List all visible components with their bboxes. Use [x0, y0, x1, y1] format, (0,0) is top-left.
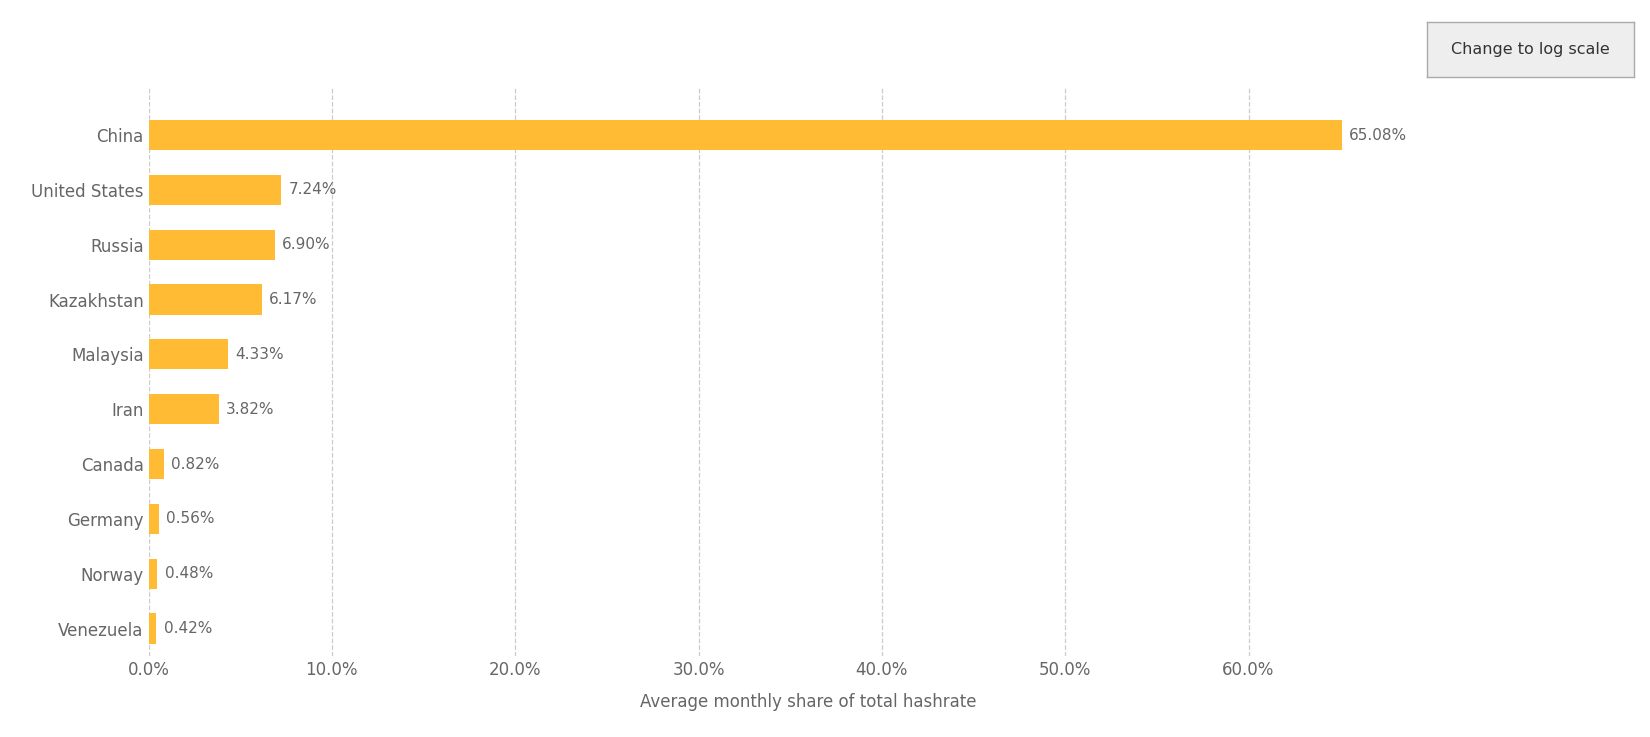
- Text: 65.08%: 65.08%: [1350, 128, 1407, 142]
- Text: 0.82%: 0.82%: [172, 456, 219, 472]
- Bar: [148, 230, 276, 259]
- Bar: [148, 449, 163, 479]
- Bar: [148, 559, 157, 589]
- X-axis label: Average monthly share of total hashrate: Average monthly share of total hashrate: [640, 693, 977, 710]
- Text: 3.82%: 3.82%: [226, 402, 274, 416]
- Text: 0.48%: 0.48%: [165, 566, 213, 581]
- Bar: [148, 504, 158, 534]
- Bar: [148, 394, 218, 425]
- Text: Change to log scale: Change to log scale: [1450, 42, 1610, 57]
- Bar: [148, 613, 157, 643]
- Text: 0.56%: 0.56%: [167, 511, 214, 526]
- Bar: [148, 120, 1341, 150]
- Bar: [148, 284, 262, 315]
- Bar: [148, 175, 280, 205]
- Text: 6.90%: 6.90%: [282, 237, 332, 252]
- Text: 6.17%: 6.17%: [269, 292, 317, 307]
- Bar: [148, 339, 228, 369]
- Text: 7.24%: 7.24%: [289, 182, 337, 198]
- Text: 0.42%: 0.42%: [163, 621, 211, 636]
- Text: 4.33%: 4.33%: [236, 347, 284, 362]
